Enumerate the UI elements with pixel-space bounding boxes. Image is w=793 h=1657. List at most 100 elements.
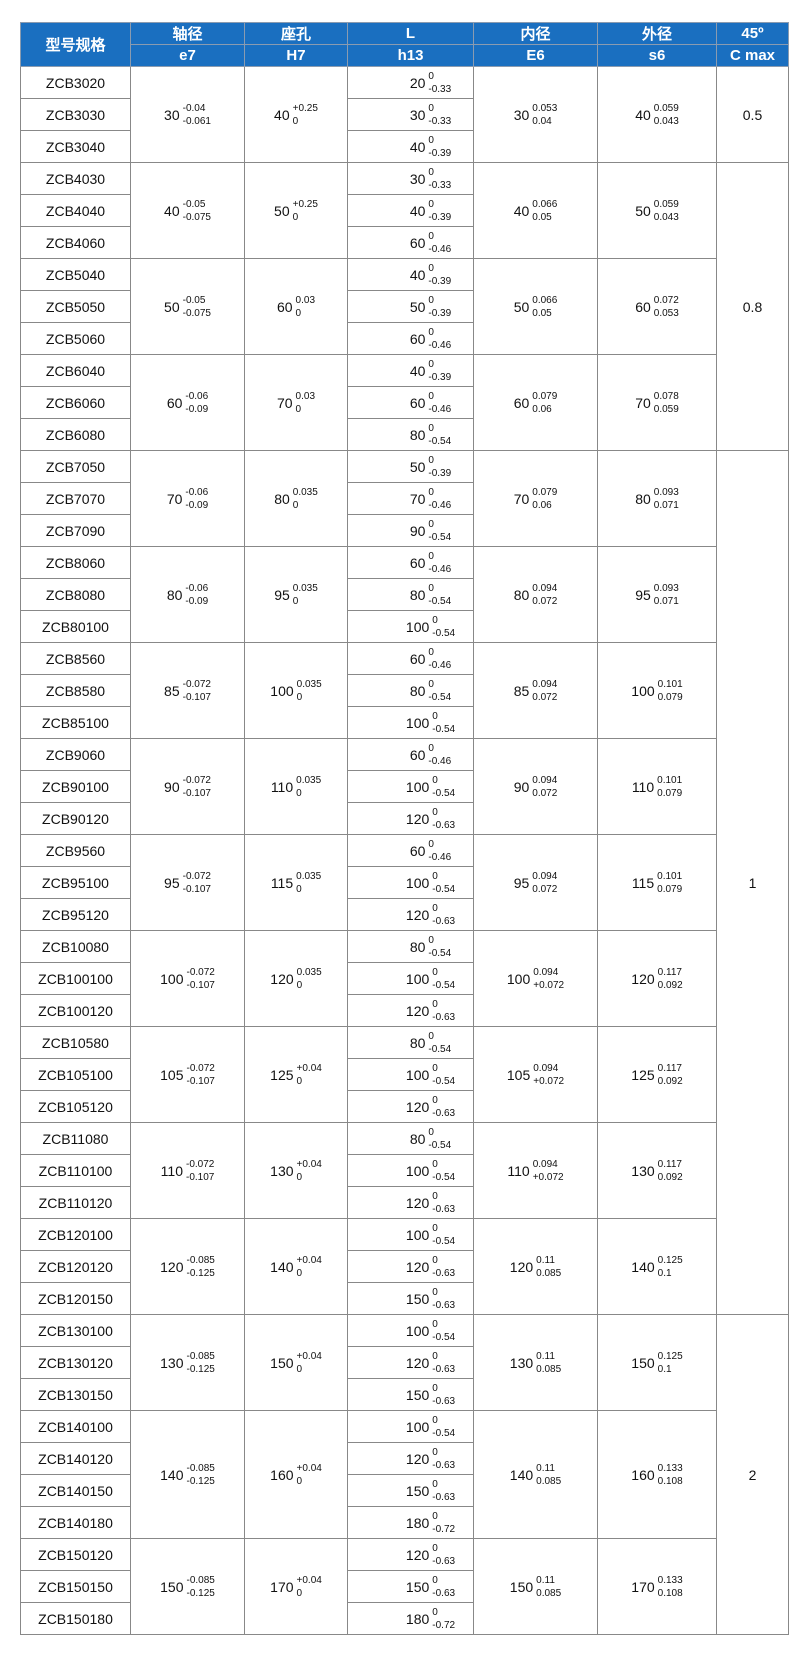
model-cell: ZCB140180 <box>20 1506 131 1539</box>
lower-deviation: -0.54 <box>432 723 456 735</box>
nominal-value: 80 <box>274 490 290 507</box>
length-h13-cell: 40 0 -0.39 <box>347 194 474 227</box>
lower-deviation: 0.06 <box>532 403 552 415</box>
lower-deviation: -0.075 <box>182 211 211 223</box>
model-cell: ZCB95120 <box>20 898 131 931</box>
lower-deviation: -0.39 <box>428 307 452 319</box>
nominal-value: 110 <box>631 778 655 795</box>
tolerance: 0 -0.33 <box>428 102 451 128</box>
table-row: ZCB120150 150 0 -0.63 <box>20 1282 789 1315</box>
upper-deviation: 0.035 <box>296 966 322 978</box>
upper-deviation: 0 <box>432 1542 438 1554</box>
length-h13-cell: 120 0 -0.63 <box>347 1346 474 1379</box>
upper-deviation: 0.066 <box>532 294 558 306</box>
tolerance: 0 -0.63 <box>432 902 455 928</box>
nominal-value: 60 <box>409 554 426 571</box>
tolerance: 0 -0.54 <box>432 966 455 992</box>
nominal-value: 80 <box>409 586 426 603</box>
tolerance: 0.133 0.108 <box>658 1462 683 1488</box>
lower-deviation: -0.46 <box>428 499 452 511</box>
outer-s6-cell: 160 0.133 0.108 <box>597 1410 717 1539</box>
lower-deviation: 0.043 <box>653 115 679 127</box>
nominal-value: 90 <box>513 778 530 795</box>
tolerance: 0.035 0 <box>297 966 322 992</box>
upper-deviation: 0.101 <box>657 678 683 690</box>
upper-deviation: -0.072 <box>186 1062 215 1074</box>
length-h13-cell: 120 0 -0.63 <box>347 1538 474 1571</box>
length-h13-cell: 70 0 -0.46 <box>347 482 474 515</box>
table-row: ZCB130120 120 0 -0.63 <box>20 1346 789 1379</box>
inner-e6-cell: 120 0.11 0.085 <box>473 1218 598 1315</box>
lower-deviation: -0.54 <box>432 1235 456 1247</box>
nominal-value: 170 <box>631 1578 655 1595</box>
nominal-value: 160 <box>631 1466 655 1483</box>
table-row: ZCB6040 60 -0.06 -0.09 70 0.03 0 40 0 -0.39 60 0.07… <box>20 354 789 451</box>
table-row: ZCB110120 120 0 -0.63 <box>20 1186 789 1219</box>
tolerance: 0.101 0.079 <box>657 870 682 896</box>
tolerance: -0.04 -0.061 <box>183 102 211 128</box>
upper-deviation: 0 <box>428 102 434 114</box>
upper-deviation: -0.085 <box>186 1574 215 1586</box>
lower-deviation: 0.04 <box>532 115 552 127</box>
table-row: ZCB5040 50 -0.05 -0.075 60 0.03 0 40 0 -0.39 50 0.0… <box>20 258 789 355</box>
upper-deviation: 0 <box>432 902 438 914</box>
nominal-value: 60 <box>409 842 426 859</box>
shaft-e7-cell: 120 -0.085 -0.125 <box>130 1218 245 1315</box>
tolerance: 0.11 0.085 <box>536 1254 561 1280</box>
lower-deviation: -0.39 <box>428 211 452 223</box>
lower-deviation: 0.092 <box>657 1171 683 1183</box>
lower-deviation: 0.072 <box>532 787 558 799</box>
nominal-value: 50 <box>164 298 180 315</box>
lower-deviation: -0.63 <box>432 1299 456 1311</box>
upper-deviation: 0 <box>428 454 434 466</box>
inner-e6-cell: 85 0.094 0.072 <box>473 642 598 739</box>
lower-deviation: -0.125 <box>186 1363 215 1375</box>
length-h13-cell: 150 0 -0.63 <box>347 1474 474 1507</box>
nominal-value: 40 <box>635 106 651 123</box>
tolerance: 0 -0.63 <box>432 1286 455 1312</box>
nominal-value: 125 <box>631 1066 655 1083</box>
tolerance: 0 -0.46 <box>428 390 451 416</box>
lower-deviation: -0.54 <box>432 1427 456 1439</box>
lower-deviation: -0.061 <box>182 115 211 127</box>
lower-deviation: -0.54 <box>428 531 452 543</box>
nominal-value: 125 <box>270 1066 294 1083</box>
outer-s6-cell: 120 0.117 0.092 <box>597 930 717 1027</box>
nominal-value: 160 <box>270 1466 294 1483</box>
tolerance: -0.072 -0.107 <box>183 870 211 896</box>
tolerance: +0.04 0 <box>297 1462 322 1488</box>
lower-deviation: 0 <box>296 1587 303 1599</box>
length-h13-cell: 100 0 -0.54 <box>347 1154 474 1187</box>
model-cell: ZCB9560 <box>20 834 131 867</box>
upper-deviation: 0.094 <box>532 774 558 786</box>
shaft-e7-cell: 90 -0.072 -0.107 <box>130 738 245 835</box>
tolerance: 0 -0.39 <box>428 294 451 320</box>
length-h13-cell: 100 0 -0.54 <box>347 1410 474 1443</box>
upper-deviation: 0.11 <box>536 1254 555 1266</box>
upper-deviation: 0.03 <box>295 294 316 306</box>
table-row: ZCB140100 140 -0.085 -0.125 160 +0.04 0 100 0 -0.… <box>20 1410 789 1539</box>
nominal-value: 120 <box>405 810 430 827</box>
nominal-value: 100 <box>405 874 430 891</box>
length-h13-cell: 100 0 -0.54 <box>347 1058 474 1091</box>
upper-deviation: 0.11 <box>536 1462 555 1474</box>
tolerance: 0.094 0.072 <box>532 678 557 704</box>
upper-deviation: -0.04 <box>182 102 206 114</box>
header-model: 型号规格 <box>20 22 131 67</box>
shaft-e7-cell: 130 -0.085 -0.125 <box>130 1314 245 1411</box>
upper-deviation: -0.085 <box>186 1350 215 1362</box>
upper-deviation: -0.072 <box>186 966 215 978</box>
lower-deviation: 0.108 <box>657 1587 683 1599</box>
shaft-e7-cell: 85 -0.072 -0.107 <box>130 642 245 739</box>
lower-deviation: 0.072 <box>532 691 558 703</box>
nominal-value: 80 <box>409 938 426 955</box>
upper-deviation: 0 <box>428 582 434 594</box>
table-row: ZCB90120 120 0 -0.63 <box>20 802 789 835</box>
model-cell: ZCB130120 <box>20 1346 131 1379</box>
upper-deviation: 0 <box>428 646 434 658</box>
tolerance: 0 -0.46 <box>428 486 451 512</box>
tolerance: 0 -0.54 <box>432 774 455 800</box>
upper-deviation: 0 <box>432 1510 438 1522</box>
inner-e6-cell: 90 0.094 0.072 <box>473 738 598 835</box>
upper-deviation: 0 <box>428 742 434 754</box>
